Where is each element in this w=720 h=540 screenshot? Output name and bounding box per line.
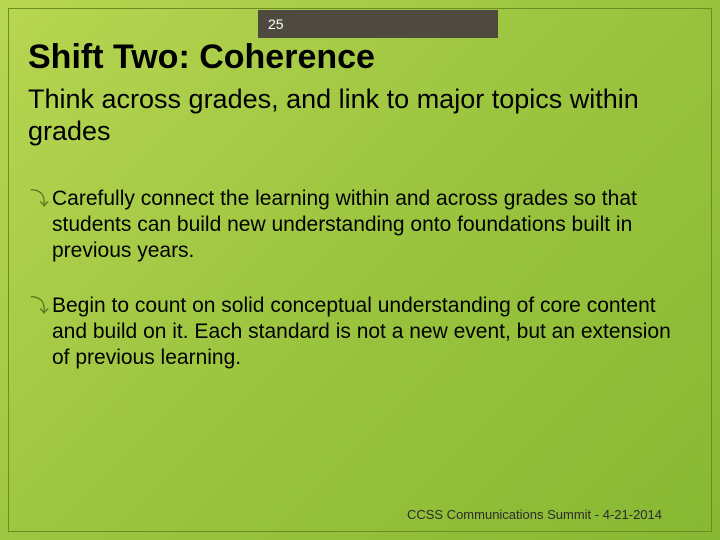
page-number: 25 bbox=[268, 16, 284, 32]
slide-title: Shift Two: Coherence bbox=[28, 38, 692, 77]
bullet-text: Carefully connect the learning within an… bbox=[52, 186, 692, 265]
bullet-item: ⤵ Carefully connect the learning within … bbox=[30, 186, 692, 265]
bullet-icon: ⤵ bbox=[30, 188, 52, 267]
bullet-item: ⤵ Begin to count on solid conceptual und… bbox=[30, 293, 692, 372]
slide-footer: CCSS Communications Summit - 4-21-2014 bbox=[407, 507, 662, 522]
slide-subtitle: Think across grades, and link to major t… bbox=[28, 83, 692, 148]
slide-content: Shift Two: Coherence Think across grades… bbox=[28, 38, 692, 512]
page-number-box: 25 bbox=[258, 10, 498, 38]
bullet-list: ⤵ Carefully connect the learning within … bbox=[28, 186, 692, 372]
bullet-icon: ⤵ bbox=[30, 295, 52, 374]
bullet-text: Begin to count on solid conceptual under… bbox=[52, 293, 692, 372]
